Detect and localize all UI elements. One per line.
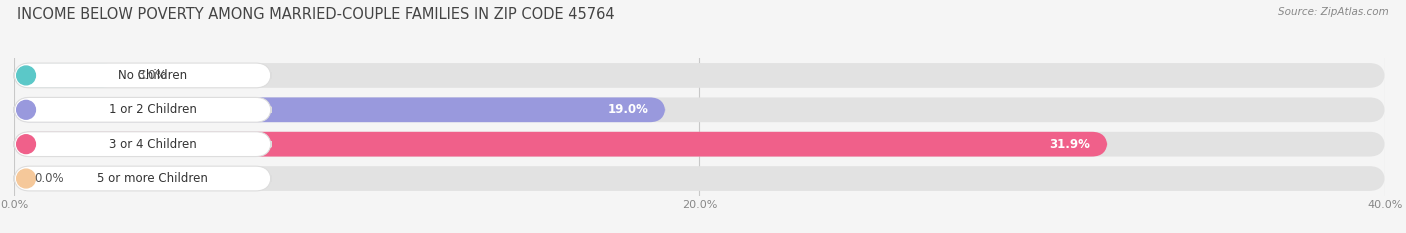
FancyBboxPatch shape (14, 132, 271, 157)
FancyBboxPatch shape (14, 166, 271, 191)
Circle shape (17, 169, 35, 188)
Text: INCOME BELOW POVERTY AMONG MARRIED-COUPLE FAMILIES IN ZIP CODE 45764: INCOME BELOW POVERTY AMONG MARRIED-COUPL… (17, 7, 614, 22)
Circle shape (17, 66, 35, 85)
FancyBboxPatch shape (14, 132, 1385, 157)
FancyBboxPatch shape (14, 166, 1385, 191)
Text: Source: ZipAtlas.com: Source: ZipAtlas.com (1278, 7, 1389, 17)
FancyBboxPatch shape (14, 63, 271, 88)
FancyBboxPatch shape (14, 97, 271, 122)
Circle shape (17, 135, 35, 154)
Text: 1 or 2 Children: 1 or 2 Children (108, 103, 197, 116)
Text: 0.0%: 0.0% (35, 172, 65, 185)
Text: 31.9%: 31.9% (1049, 138, 1090, 151)
Circle shape (17, 100, 35, 119)
FancyBboxPatch shape (14, 97, 1385, 122)
Text: 5 or more Children: 5 or more Children (97, 172, 208, 185)
FancyBboxPatch shape (14, 97, 665, 122)
FancyBboxPatch shape (14, 63, 1385, 88)
Text: 19.0%: 19.0% (607, 103, 648, 116)
Text: 3 or 4 Children: 3 or 4 Children (110, 138, 197, 151)
FancyBboxPatch shape (14, 132, 1108, 157)
Text: No Children: No Children (118, 69, 187, 82)
FancyBboxPatch shape (14, 63, 117, 88)
Text: 3.0%: 3.0% (138, 69, 167, 82)
